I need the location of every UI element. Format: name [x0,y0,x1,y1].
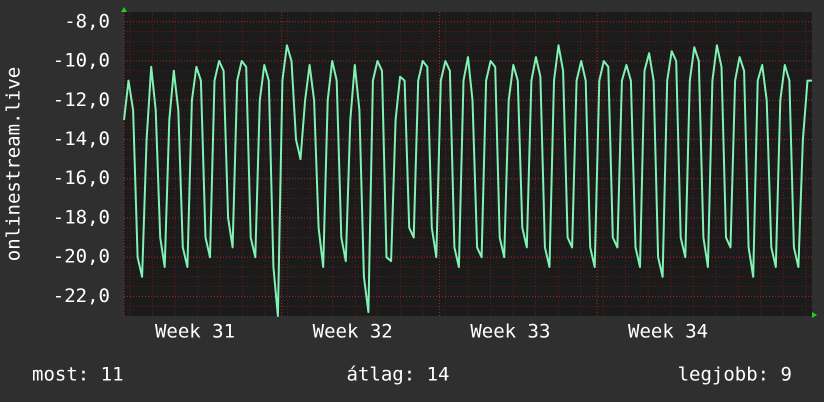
y-axis-label: onlinestream.live [3,67,25,261]
y-tick-label: -16,0 [53,167,110,189]
data-line [123,44,812,317]
x-tick-label: Week 33 [470,321,550,343]
y-tick-label: -22,0 [53,285,110,307]
footer-current: most: 11 [32,364,124,386]
y-tick-label: -14,0 [53,128,110,150]
y-tick-label: -12,0 [53,89,110,111]
x-tick-label: Week 34 [628,321,708,343]
y-tick-label: -10,0 [53,50,110,72]
y-tick-label: -8,0 [64,10,110,32]
y-tick-label: -18,0 [53,206,110,228]
y-tick-label: -20,0 [53,246,110,268]
x-tick-label: Week 32 [313,321,393,343]
x-tick-label: Week 31 [155,321,235,343]
footer-best: legjobb: 9 [678,364,792,386]
footer-average: átlag: 14 [347,364,450,386]
x-axis-arrow [812,312,817,318]
y-axis-arrow [121,7,127,12]
